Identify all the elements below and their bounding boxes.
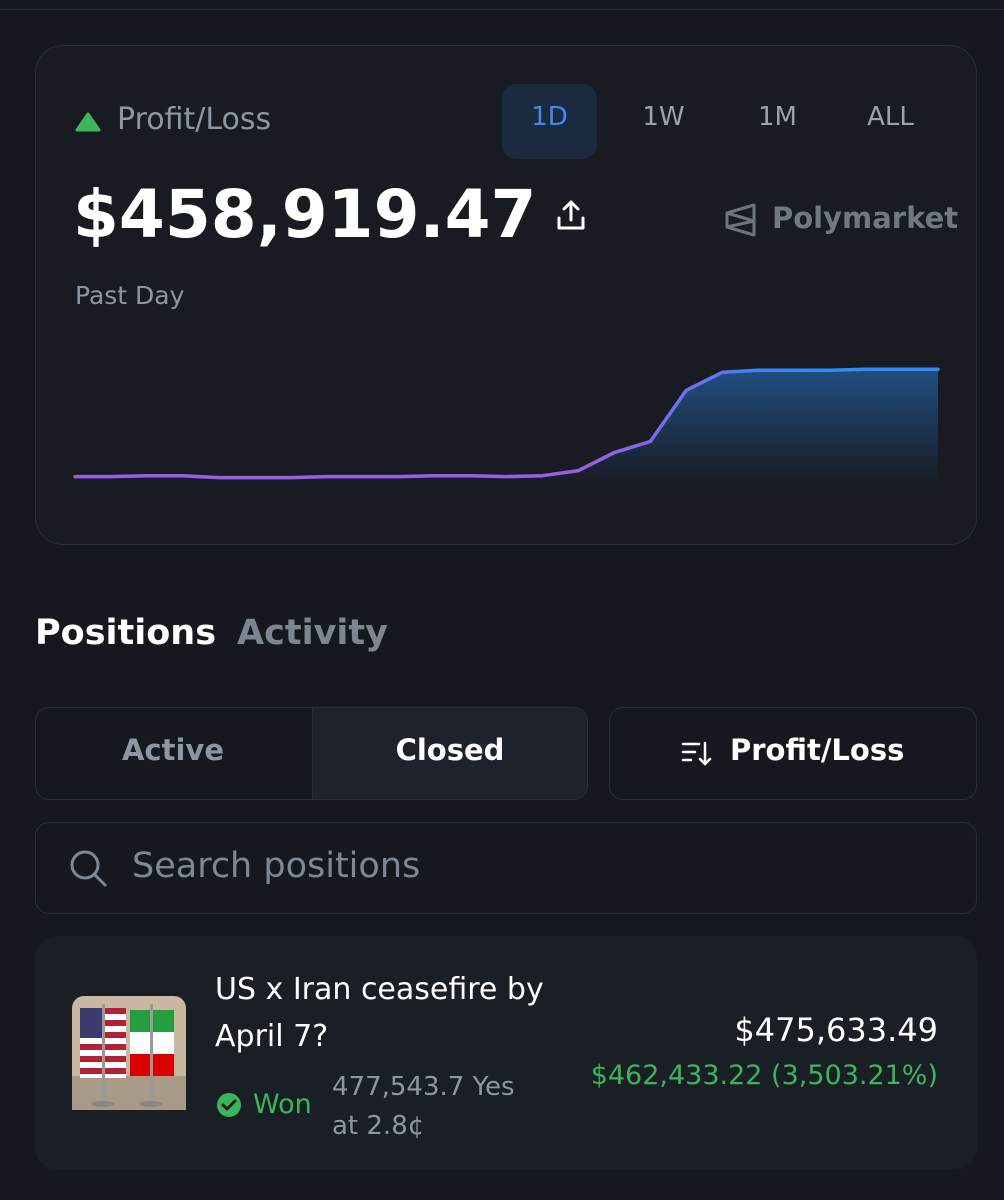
tab[interactable]: Activity (237, 613, 388, 653)
range-tab[interactable]: ALL (867, 102, 914, 132)
market-image (72, 996, 186, 1110)
range-tab[interactable]: 1M (758, 102, 797, 132)
shares: 477,543.7 Yes at 2.8¢ (332, 1072, 515, 1141)
position-value: $475,633.49 (734, 1011, 938, 1049)
position-pnl: $462,433.22 (3,503.21%) (590, 1060, 938, 1091)
pnl-label: Profit/Loss (117, 102, 272, 137)
search-placeholder: Search positions (132, 846, 421, 886)
filter-toggle (35, 707, 588, 800)
filter-option[interactable]: Active (121, 733, 224, 767)
pnl-chart (73, 367, 940, 486)
period-label: Past Day (75, 281, 185, 310)
won-icon (217, 1093, 241, 1117)
brand-logo (725, 203, 756, 237)
divider (0, 9, 1004, 10)
position-card[interactable] (35, 936, 977, 1170)
pnl-amount: $458,919.47 (73, 176, 537, 253)
position-title: US x Iran ceasefire by April 7? (215, 972, 544, 1054)
sort-label: Profit/Loss (730, 733, 905, 767)
up-icon (75, 112, 101, 132)
sort-button[interactable] (609, 707, 977, 800)
sort-icon (681, 741, 712, 766)
tab[interactable]: Positions (35, 613, 217, 653)
search-icon (70, 850, 107, 887)
range-selected-bg (502, 84, 597, 159)
search-box[interactable] (35, 822, 977, 914)
status: Won (253, 1089, 312, 1120)
share-icon[interactable] (555, 198, 587, 232)
filter-selected-bg (312, 708, 587, 799)
area-fill (75, 369, 938, 486)
range-tab[interactable]: 1D (531, 102, 568, 132)
filter-option[interactable]: Closed (395, 733, 505, 767)
brand-name: Polymarket (772, 201, 959, 235)
range-tab[interactable]: 1W (642, 102, 685, 132)
pnl-line (73, 367, 940, 480)
